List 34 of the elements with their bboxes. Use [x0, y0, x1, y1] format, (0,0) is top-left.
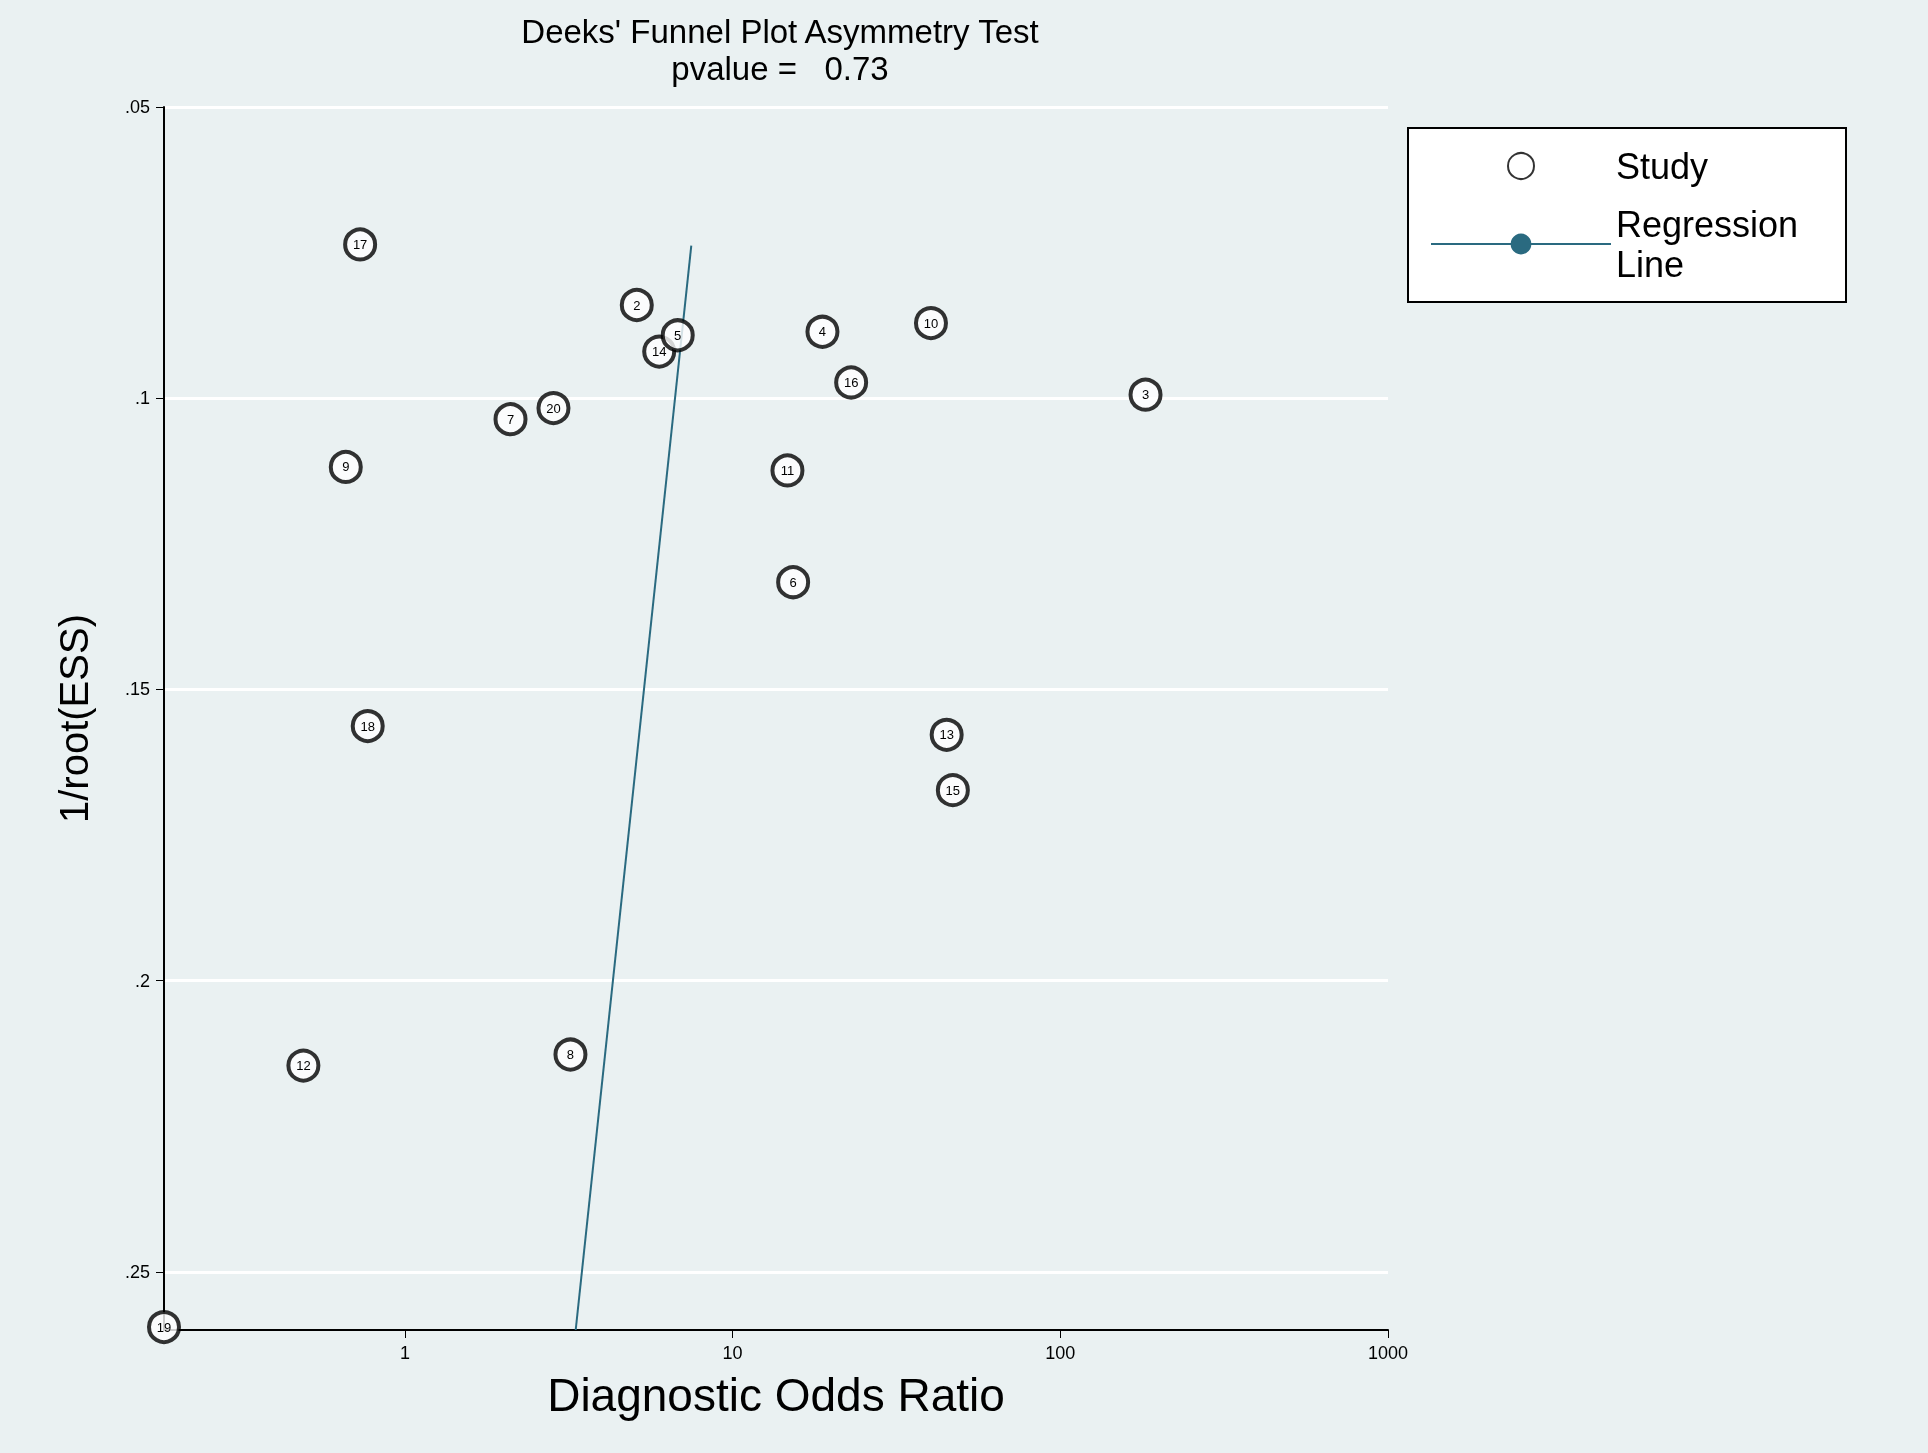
annotation: 7: [506, 411, 515, 427]
annotation: 17: [352, 236, 368, 252]
x-tick-label: 1: [399, 1343, 410, 1363]
annotation: 4: [818, 324, 827, 340]
y-tick-label: .25: [124, 1261, 150, 1282]
x-axis-title: Diagnostic Odds Ratio: [547, 1369, 1005, 1421]
annotation: 13: [939, 727, 954, 743]
y-tick-label: .2: [134, 970, 150, 991]
chart-title: Deeks' Funnel Plot Asymmetry Test: [521, 13, 1039, 50]
annotation: 15: [945, 782, 961, 798]
annotation: 8: [566, 1047, 575, 1063]
y-axis-title: 1/root(ESS): [52, 614, 96, 823]
annotation: 9: [342, 459, 350, 475]
legend-label: Regression Line: [1616, 203, 1809, 285]
legend-label: Study: [1616, 145, 1709, 187]
annotation: 16: [843, 374, 859, 390]
annotation: 18: [360, 718, 375, 734]
x-tick-label: 1000: [1367, 1343, 1409, 1363]
annotation: 14: [651, 344, 667, 360]
annotation: 19: [156, 1319, 172, 1335]
annotation: 12: [296, 1058, 311, 1074]
y-tick-label: .05: [124, 97, 150, 117]
annotation: 2: [633, 297, 641, 313]
annotation: 11: [780, 462, 795, 478]
annotation: 20: [546, 400, 561, 416]
y-tick-label: .1: [134, 388, 150, 409]
annotation: 3: [1141, 387, 1150, 403]
x-tick-label: 100: [1045, 1343, 1076, 1363]
annotation: 6: [789, 574, 797, 590]
y-tick-label: .15: [124, 679, 150, 700]
chart-subtitle: pvalue = 0.73: [671, 50, 889, 87]
annotation: 10: [923, 315, 939, 331]
x-tick-label: 10: [722, 1343, 743, 1363]
annotation: 5: [674, 327, 682, 343]
